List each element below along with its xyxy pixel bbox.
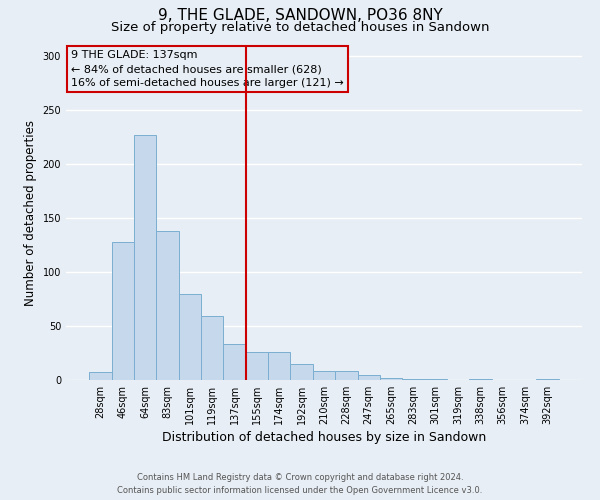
Bar — [290, 364, 313, 380]
Bar — [268, 352, 290, 380]
Bar — [425, 379, 447, 380]
Text: 9, THE GLADE, SANDOWN, PO36 8NY: 9, THE GLADE, SANDOWN, PO36 8NY — [158, 8, 442, 22]
Bar — [89, 372, 112, 380]
Bar — [313, 372, 335, 380]
Bar — [223, 344, 246, 380]
Bar — [358, 374, 380, 380]
Bar — [157, 231, 179, 380]
Text: Contains HM Land Registry data © Crown copyright and database right 2024.
Contai: Contains HM Land Registry data © Crown c… — [118, 474, 482, 495]
X-axis label: Distribution of detached houses by size in Sandown: Distribution of detached houses by size … — [162, 431, 486, 444]
Text: Size of property relative to detached houses in Sandown: Size of property relative to detached ho… — [111, 21, 489, 34]
Y-axis label: Number of detached properties: Number of detached properties — [24, 120, 37, 306]
Bar — [134, 134, 157, 380]
Bar — [246, 352, 268, 380]
Bar — [112, 242, 134, 380]
Bar — [402, 379, 425, 380]
Bar — [536, 379, 559, 380]
Text: 9 THE GLADE: 137sqm
← 84% of detached houses are smaller (628)
16% of semi-detac: 9 THE GLADE: 137sqm ← 84% of detached ho… — [71, 50, 344, 88]
Bar — [201, 316, 223, 380]
Bar — [469, 379, 491, 380]
Bar — [380, 378, 402, 380]
Bar — [335, 372, 358, 380]
Bar — [179, 294, 201, 380]
